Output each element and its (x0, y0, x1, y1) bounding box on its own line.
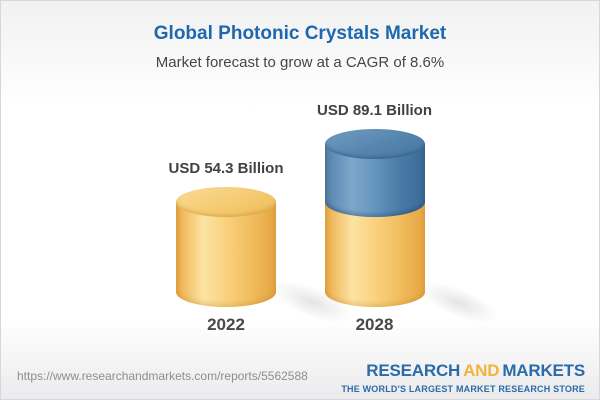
logo-word-research: RESEARCH (366, 361, 461, 380)
logo-word-markets: MARKETS (502, 361, 585, 380)
value-label-2028: USD 89.1 Billion (316, 102, 433, 120)
value-label-2022: USD 54.3 Billion (168, 159, 284, 177)
category-label-2028: 2028 (355, 315, 394, 334)
logo-word-and: AND (463, 361, 500, 380)
page-title: Global Photonic Crystals Market (153, 23, 447, 44)
cylinder-2028-base (324, 201, 425, 307)
source-url-link[interactable]: https://www.researchandmarkets.com/repor… (17, 369, 308, 383)
logo-tagline: THE WORLD'S LARGEST MARKET RESEARCH STOR… (341, 384, 585, 394)
category-label-2022: 2022 (207, 315, 245, 334)
cylinder-top-2022 (176, 186, 276, 217)
page-subtitle: Market forecast to grow at a CAGR of 8.6… (155, 54, 445, 71)
logo-wordmark: RESEARCH AND MARKETS (341, 361, 585, 381)
researchandmarkets-logo: RESEARCH AND MARKETS THE WORLD'S LARGEST M… (341, 361, 585, 394)
cylinder-2022-base (176, 201, 276, 307)
cylinder-top-2028 (324, 129, 425, 160)
